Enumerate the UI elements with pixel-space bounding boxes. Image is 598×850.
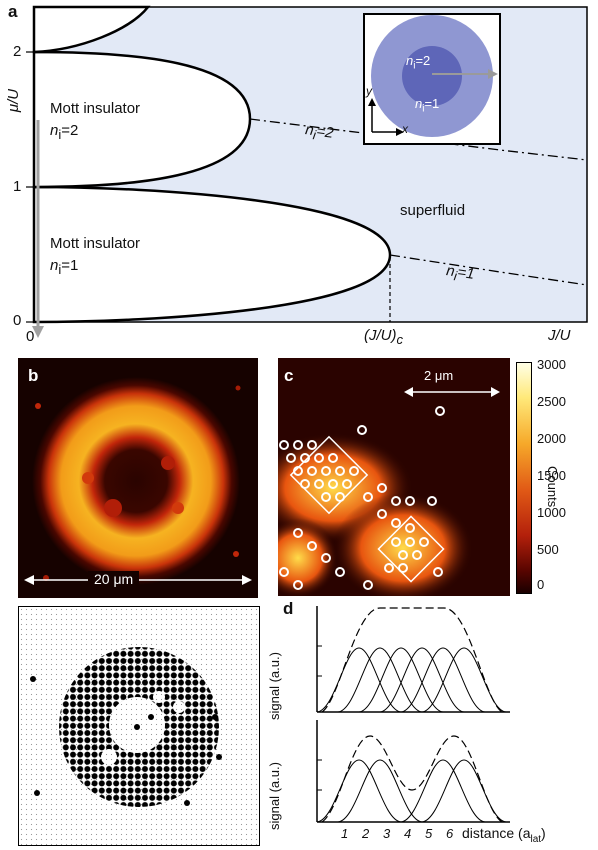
mott1-occupation: ni=1 [50,257,79,277]
colorbar-tick-2500: 2500 [537,394,566,409]
panel-b-image [18,358,258,598]
top-ylabel: signal (a.u.) [267,652,282,720]
superfluid-label: superfluid [400,202,466,219]
colorbar-tick-2000: 2000 [537,431,566,446]
colorbar-label: Counts [545,466,560,508]
distance-label: distance (alat) [462,825,546,845]
y-tick-1: 1 [13,178,22,195]
bottom-ylabel: signal (a.u.) [267,762,282,830]
inset-inner-core [402,46,462,106]
inset-inner-label: ni=2 [406,53,431,72]
phase-diagram [26,5,588,338]
reconstruction-image [18,606,260,846]
x-tick-2: 2 [362,826,370,841]
x-tick-3: 3 [383,826,391,841]
colorbar-tick-1000: 1000 [537,505,566,520]
mott1-title: Mott insulator [50,235,141,252]
panel-b-letter: b [28,366,39,385]
bottom-envelope [321,735,503,823]
panel-c-letter: c [284,366,294,385]
panel-c-scalebar [404,387,500,397]
panel-c-scale-label: 2 μm [424,368,454,383]
x-tick-5: 5 [425,826,433,841]
inset-outer-label: ni=1 [415,96,440,115]
plot-frame [33,6,588,323]
x-axis-label: J/U [548,327,571,344]
contour-n2 [249,118,588,161]
chem-potential-arrowhead [32,326,44,338]
panel-c-image [278,358,510,596]
bottom-gaussians [316,759,507,823]
x-tick-6: 6 [446,826,454,841]
y-axis-label: μ/U [5,88,23,113]
contour-n1-label: ni=1 [445,262,476,284]
contour-n2-label: ni=2 [304,121,335,143]
signal-plots [316,606,510,823]
colorbar-tick-1500: 1500 [537,468,566,483]
top-gaussians [316,647,507,713]
panel-b-scale-label: 20 μm [88,571,140,587]
x-tick-0: 0 [26,328,35,345]
x-tick-1: 1 [341,826,349,841]
mott2-title: Mott insulator [50,100,141,117]
y-tick-2: 2 [13,43,22,60]
colorbar-tick-0: 0 [537,577,545,592]
colorbar [516,362,532,594]
x-tick-4: 4 [404,826,412,841]
inset-axis-y-label: y [366,84,372,98]
colorbar-tick-500: 500 [537,542,559,557]
y-tick-0: 0 [13,312,22,329]
critical-point-label: (J/U)c [364,327,403,347]
panel-a-letter: a [8,2,18,21]
contour-n1 [389,254,588,286]
panel-d-letter: d [283,599,294,618]
mott2-occupation: ni=2 [50,122,79,142]
colorbar-tick-3000: 3000 [537,357,566,372]
inset-axis-x-label: x [402,122,408,136]
